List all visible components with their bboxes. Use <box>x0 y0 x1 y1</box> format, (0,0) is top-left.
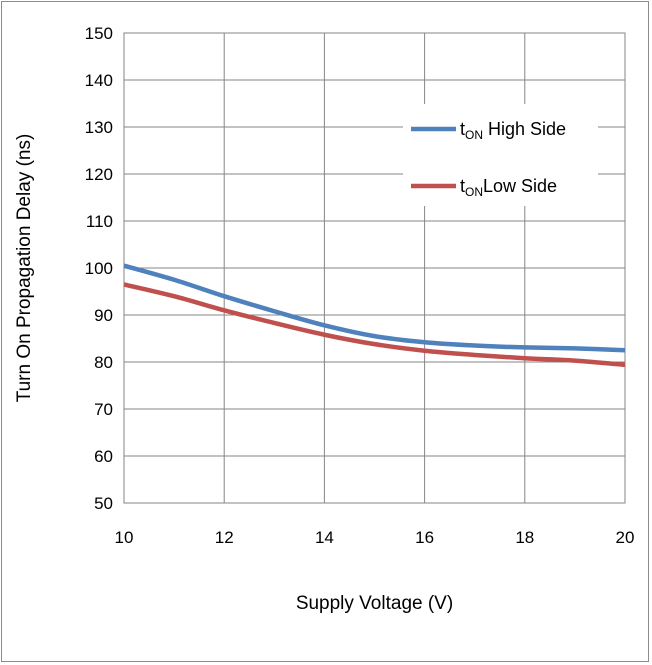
x-tick-label: 16 <box>415 528 434 547</box>
y-tick-label: 150 <box>85 24 113 43</box>
y-axis-title: Turn On Propagation Delay (ns) <box>14 134 35 403</box>
y-tick-label: 120 <box>85 165 113 184</box>
y-tick-label: 60 <box>94 447 113 466</box>
y-axis-tick-labels: 50 60 70 80 90 100 110 120 130 140 150 <box>85 24 113 513</box>
series-line-low-side <box>123 282 626 368</box>
plot-area-border <box>123 32 626 504</box>
y-tick-label: 50 <box>94 494 113 513</box>
y-tick-label: 80 <box>94 353 113 372</box>
x-tick-label: 12 <box>215 528 234 547</box>
horizontal-gridlines <box>124 32 625 504</box>
legend-label: tON High Side <box>460 119 566 142</box>
series-lines <box>123 263 626 368</box>
x-axis-title: Supply Voltage (V) <box>296 593 453 614</box>
x-tick-label: 20 <box>616 528 635 547</box>
x-axis-tick-labels: 10 12 14 16 18 20 <box>115 528 635 547</box>
legend-background <box>403 104 598 206</box>
y-tick-label: 130 <box>85 118 113 137</box>
legend-label: tONLow Side <box>460 176 557 199</box>
x-tick-label: 18 <box>515 528 534 547</box>
series-line-high-side <box>123 263 626 353</box>
y-tick-label: 110 <box>86 212 113 231</box>
legend: tON High Side tONLow Side <box>403 104 598 206</box>
y-tick-label: 70 <box>94 400 113 419</box>
x-tick-label: 10 <box>115 528 134 547</box>
y-tick-label: 90 <box>94 306 113 325</box>
y-tick-label: 140 <box>85 71 113 90</box>
y-tick-label: 100 <box>85 259 113 278</box>
x-tick-label: 14 <box>315 528 334 547</box>
